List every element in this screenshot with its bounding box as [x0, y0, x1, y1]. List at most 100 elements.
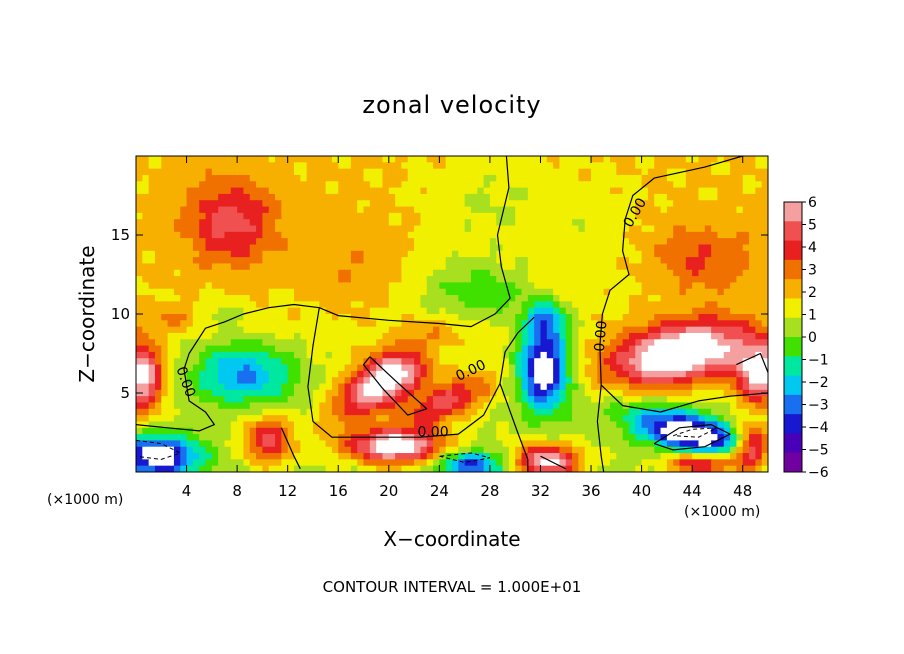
heatmap-cell [186, 402, 194, 410]
heatmap-cell [230, 276, 238, 283]
heatmap-cell [723, 427, 731, 435]
heatmap-cell [736, 332, 744, 340]
heatmap-cell [211, 408, 219, 416]
heatmap-cell [470, 231, 478, 239]
heatmap-cell [553, 238, 561, 246]
heatmap-cell [458, 465, 466, 472]
heatmap-cell [654, 440, 662, 448]
heatmap-cell [281, 162, 289, 170]
heatmap-cell [730, 162, 737, 170]
heatmap-cell [635, 181, 643, 189]
heatmap-cell [452, 231, 459, 239]
heatmap-cell [136, 370, 143, 378]
heatmap-cell [199, 288, 207, 296]
heatmap-cell [275, 446, 282, 454]
heatmap-cell [458, 320, 466, 328]
heatmap-cell [205, 244, 213, 252]
heatmap-cell [199, 465, 207, 472]
heatmap-cell [546, 345, 554, 353]
heatmap-cell [420, 345, 428, 353]
heatmap-cell [723, 174, 731, 182]
heatmap-cell [256, 383, 263, 391]
heatmap-cell [205, 332, 213, 340]
heatmap-cell [692, 427, 700, 435]
heatmap-cell [477, 307, 485, 315]
heatmap-cell [218, 370, 226, 378]
heatmap-cell [502, 314, 510, 321]
heatmap-cell [610, 383, 617, 391]
heatmap-cell [641, 250, 649, 258]
heatmap-cell [704, 206, 712, 214]
heatmap-cell [597, 238, 605, 246]
heatmap-cell [344, 181, 352, 189]
heatmap-cell [489, 358, 497, 366]
heatmap-cell [439, 389, 447, 397]
heatmap-cell [641, 301, 649, 309]
heatmap-cell [388, 231, 396, 239]
heatmap-cell [628, 181, 636, 189]
heatmap-cell [382, 345, 390, 353]
heatmap-cell [249, 408, 257, 416]
heatmap-cell [578, 276, 586, 283]
heatmap-cell [199, 212, 207, 220]
heatmap-cell [496, 427, 504, 435]
heatmap-cell [502, 225, 510, 233]
heatmap-cell [711, 225, 719, 233]
heatmap-cell [717, 326, 725, 334]
heatmap-cell [660, 332, 668, 340]
heatmap-cell [679, 257, 687, 265]
heatmap-cell [281, 453, 289, 460]
heatmap-cell [262, 307, 270, 315]
heatmap-cell [281, 231, 289, 239]
heatmap-cell [578, 427, 586, 435]
heatmap-cell [679, 358, 687, 366]
heatmap-cell [578, 383, 586, 391]
heatmap-cell [546, 320, 554, 328]
heatmap-cell [136, 453, 143, 460]
heatmap-cell [325, 383, 333, 391]
heatmap-cell [534, 244, 542, 252]
heatmap-cell [148, 168, 156, 176]
heatmap-cell [540, 332, 548, 340]
heatmap-cell [521, 238, 529, 246]
heatmap-cell [300, 231, 308, 239]
heatmap-cell [452, 200, 459, 208]
heatmap-cell [559, 465, 567, 472]
heatmap-cell [186, 206, 194, 214]
heatmap-cell [489, 212, 497, 220]
heatmap-cell [673, 320, 681, 328]
heatmap-cell [445, 370, 453, 378]
heatmap-cell [635, 408, 643, 416]
heatmap-cell [256, 427, 263, 435]
heatmap-cell [142, 225, 150, 233]
heatmap-cell [173, 364, 181, 372]
heatmap-cell [711, 238, 719, 246]
heatmap-cell [483, 156, 491, 163]
heatmap-cell [565, 465, 573, 472]
heatmap-cell [508, 206, 516, 214]
heatmap-cell [685, 440, 693, 448]
heatmap-cell [540, 427, 548, 435]
heatmap-cell [180, 396, 188, 404]
heatmap-cell [199, 295, 207, 302]
heatmap-cell [319, 193, 327, 201]
heatmap-cell [502, 162, 510, 170]
heatmap-cell [382, 326, 390, 334]
heatmap-cell [218, 174, 226, 182]
heatmap-cell [287, 415, 295, 423]
heatmap-cell [654, 156, 662, 163]
heatmap-cell [610, 225, 617, 233]
heatmap-cell [755, 168, 763, 176]
heatmap-cell [433, 212, 440, 220]
heatmap-cell [749, 370, 756, 378]
heatmap-cell [452, 288, 459, 296]
heatmap-cell [755, 415, 763, 423]
heatmap-cell [199, 269, 207, 277]
heatmap-cell [173, 282, 181, 290]
heatmap-cell [534, 434, 542, 441]
heatmap-cell [755, 351, 763, 359]
heatmap-cell [730, 174, 737, 182]
heatmap-cell [515, 206, 523, 214]
heatmap-cell [458, 345, 466, 353]
heatmap-cell [180, 351, 188, 359]
